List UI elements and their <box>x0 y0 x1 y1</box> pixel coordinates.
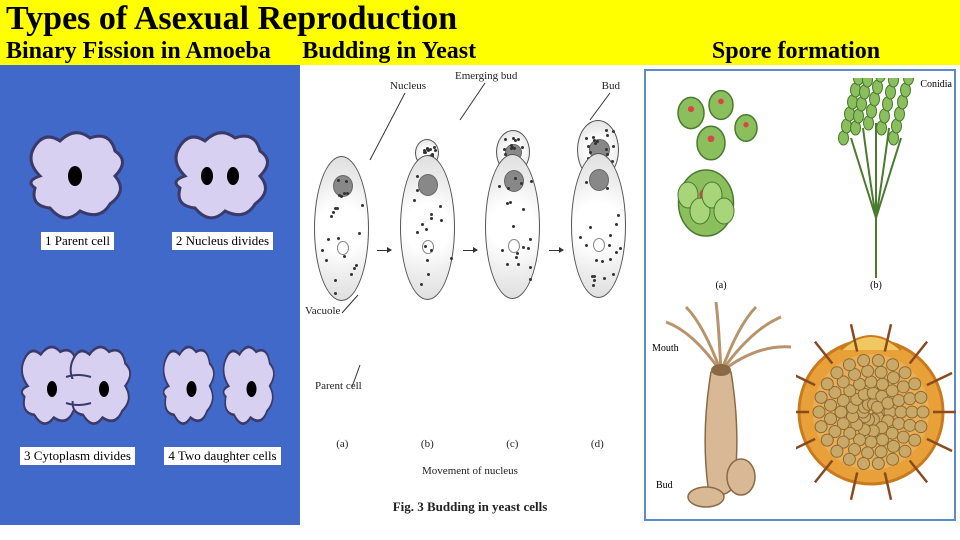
amoeba-stage-4: 4 Two daughter cells <box>155 300 290 505</box>
yeast-stage-2 <box>400 139 455 301</box>
yeast-stage-1 <box>314 156 369 301</box>
yeast-cell-row <box>310 120 630 301</box>
label-conidia: Conidia <box>920 79 952 90</box>
amoeba-label-2: 2 Nucleus divides <box>172 232 273 250</box>
subhead-row: Binary Fission in Amoeba Budding in Yeas… <box>6 38 954 65</box>
label-bud: Bud <box>602 80 620 92</box>
amoeba-grid: 1 Parent cell 2 Nucleus divides 3 Cytopla… <box>0 65 300 525</box>
page-title: Types of Asexual Reproduction <box>6 0 954 38</box>
header: Types of Asexual Reproduction Binary Fis… <box>0 0 960 65</box>
yeast-stage-3 <box>485 130 540 301</box>
panel-yeast: Nucleus Emerging bud Bud Vacuole Parent … <box>300 65 640 525</box>
spore-label-a: (a) <box>715 280 726 291</box>
label-vacuole: Vacuole <box>305 305 340 317</box>
subhead-amoeba: Binary Fission in Amoeba <box>6 38 302 65</box>
label-mouth: Mouth <box>652 343 679 354</box>
label-bud: Bud <box>656 480 673 491</box>
panel-amoeba: 1 Parent cell 2 Nucleus divides 3 Cytopla… <box>0 65 300 525</box>
yeast-sublabels: (a) (b) (c) (d) <box>300 438 640 450</box>
yeast-stage-4 <box>571 120 626 301</box>
amoeba-stage-3: 3 Cytoplasm divides <box>10 300 145 505</box>
yeast-sublabel-1: (b) <box>421 438 434 450</box>
yeast-sublabel-3: (d) <box>591 438 604 450</box>
spore-label-b: (b) <box>870 280 882 291</box>
spore-quadrant-d <box>796 295 956 519</box>
yeast-sublabel-0: (a) <box>336 438 348 450</box>
amoeba-label-1: 1 Parent cell <box>41 232 114 250</box>
panel-spore: (a) (b) Conidia Mouth Bud <box>640 65 960 525</box>
amoeba-stage-2: 2 Nucleus divides <box>155 85 290 290</box>
amoeba-label-3: 3 Cytoplasm divides <box>20 447 135 465</box>
amoeba-label-4: 4 Two daughter cells <box>164 447 280 465</box>
label-emerging-bud: Emerging bud <box>455 70 517 82</box>
yeast-diagram: Nucleus Emerging bud Bud Vacuole Parent … <box>300 65 640 525</box>
label-movement: Movement of nucleus <box>300 465 640 477</box>
spore-quadrant-c: Mouth Bud <box>646 295 796 519</box>
amoeba-stage-1: 1 Parent cell <box>10 85 145 290</box>
yeast-sublabel-2: (c) <box>506 438 518 450</box>
subhead-spore: Spore formation <box>638 38 954 65</box>
spore-grid: (a) (b) Conidia Mouth Bud <box>644 69 956 521</box>
spore-quadrant-b: (b) Conidia <box>796 71 956 295</box>
label-nucleus: Nucleus <box>390 80 426 92</box>
panels-row: 1 Parent cell 2 Nucleus divides 3 Cytopla… <box>0 65 960 525</box>
spore-quadrant-a: (a) <box>646 71 796 295</box>
subhead-yeast: Budding in Yeast <box>302 38 638 65</box>
yeast-caption: Fig. 3 Budding in yeast cells <box>300 499 640 515</box>
label-parent-cell: Parent cell <box>315 380 362 392</box>
